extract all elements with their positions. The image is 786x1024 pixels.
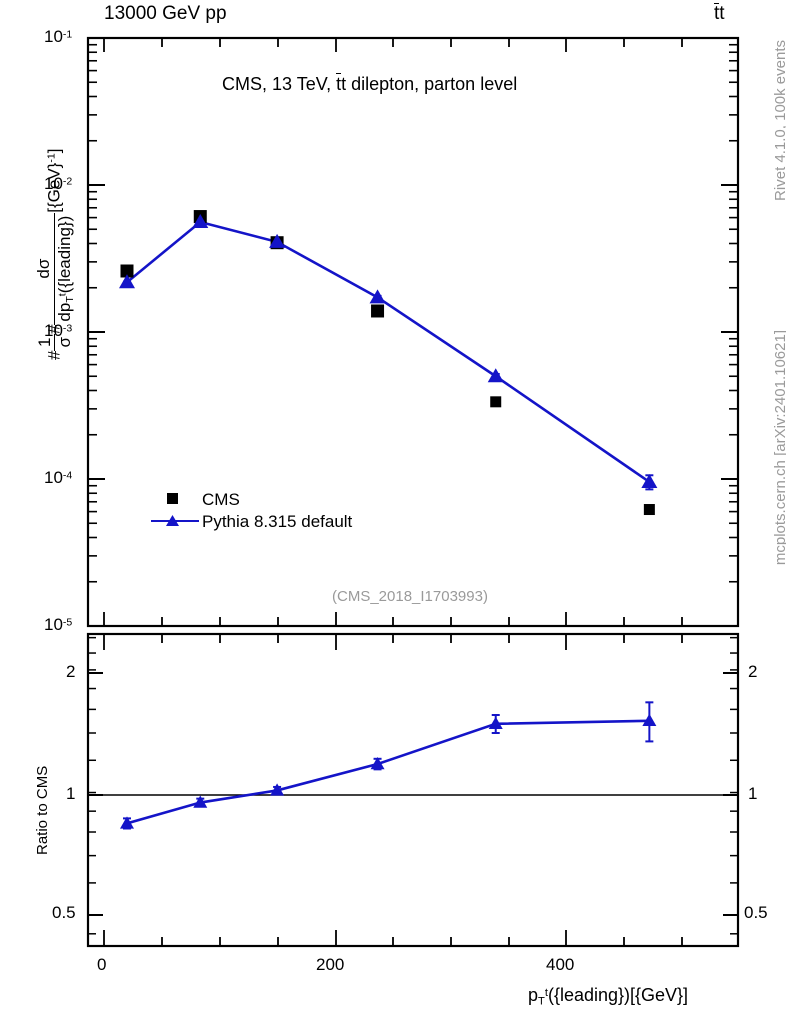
cms-series-markers-main xyxy=(120,210,655,516)
ratio-series-line xyxy=(126,719,650,825)
main-x-ticks xyxy=(103,38,683,626)
legend-entry-cms[interactable]: CMS xyxy=(150,489,352,511)
y-tick-label-ratio-r-1: 1 xyxy=(748,784,758,803)
ratio-panel-frame xyxy=(86,632,740,948)
y-tick-label-main-2: 10-3 xyxy=(44,321,73,340)
legend-label-cms: CMS xyxy=(202,490,240,509)
header-process-label: tt xyxy=(714,2,725,24)
y-tick-label-main-4: 10-5 xyxy=(44,615,73,634)
y-tick-label-ratio-r-2: 0.5 xyxy=(744,903,768,922)
y-tick-label-ratio-l-2: 0.5 xyxy=(52,903,76,922)
dataset-watermark: (CMS_2018_I1703993) xyxy=(332,588,488,605)
mc-series-markers-main xyxy=(119,214,658,488)
legend-marker-square xyxy=(150,491,202,510)
y-tick-label-ratio-l-0: 2 xyxy=(66,662,76,681)
ratio-y-minor-ticks xyxy=(88,636,738,935)
ratio-y-major-ticks xyxy=(88,672,738,916)
y-tick-label-ratio-l-1: 1 xyxy=(66,784,76,803)
legend-marker-triangle xyxy=(150,512,202,533)
ratio-x-ticks xyxy=(103,634,683,946)
plot-title: CMS, 13 TeV, tt dilepton, parton level xyxy=(222,72,518,94)
x-tick-label-0: 0 xyxy=(97,955,107,974)
legend-label-pythia: Pythia 8.315 default xyxy=(202,512,353,531)
x-tick-label-2: 400 xyxy=(546,955,575,974)
y-tick-label-main-1: 10-2 xyxy=(44,174,73,193)
legend: CMS Pythia 8.315 default xyxy=(150,489,352,533)
main-y-minor-ticks xyxy=(88,43,738,583)
y-tick-label-main-0: 10-1 xyxy=(44,27,73,46)
ratio-series-markers xyxy=(120,713,657,829)
y-tick-label-main-3: 10-4 xyxy=(44,468,73,487)
legend-entry-pythia[interactable]: Pythia 8.315 default xyxy=(150,511,352,533)
x-axis-label: pTt({leading})[{GeV}] xyxy=(528,985,689,1008)
main-y-major-ticks xyxy=(88,37,738,627)
header-beam-label: 13000 GeV pp xyxy=(104,3,227,24)
mc-series-errorbars-main xyxy=(123,220,654,491)
mc-series-line-main xyxy=(126,220,651,484)
main-panel-frame xyxy=(86,36,740,628)
x-tick-label-1: 200 xyxy=(316,955,345,974)
y-tick-label-ratio-r-0: 2 xyxy=(748,662,758,681)
